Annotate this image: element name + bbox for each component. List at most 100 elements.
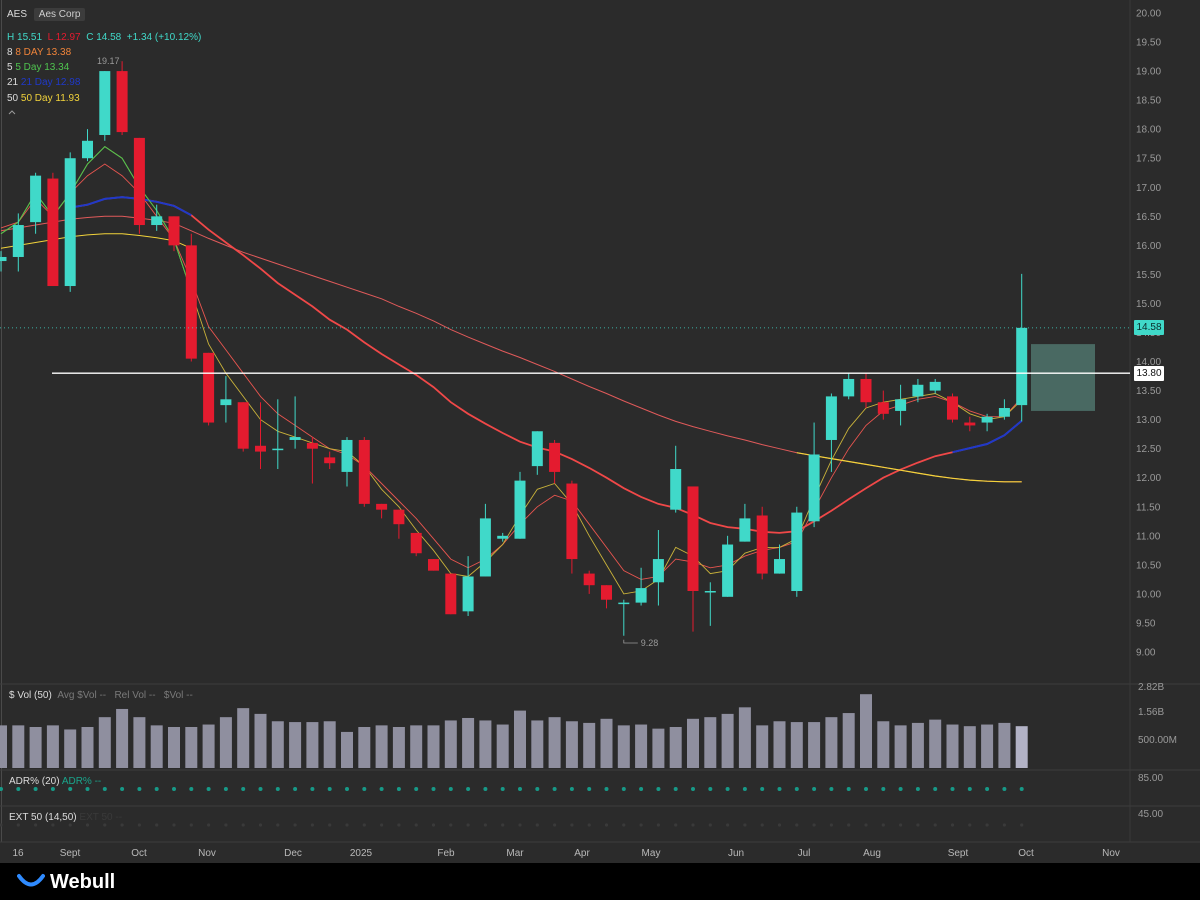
- y-tick-label: 18.50: [1136, 96, 1161, 107]
- ext-dot: [85, 823, 90, 827]
- price-chart[interactable]: 9.00 9.50 10.00 10.50 11.00 11.50 12.00 12.50 13…: [0, 0, 1200, 863]
- volume-panel-legend[interactable]: $ Vol (50) Avg $Vol -- Rel Vol -- $Vol -…: [9, 690, 193, 701]
- adr-dot: [310, 787, 315, 791]
- ext-dot: [328, 823, 332, 827]
- x-tick-label: Nov: [198, 848, 216, 859]
- ext-dot: [812, 823, 816, 827]
- ma8-row[interactable]: 8 8 DAY 13.38: [7, 46, 71, 59]
- candle-body: [981, 416, 993, 423]
- ma21-row[interactable]: 21 21 Day 12.98: [7, 76, 80, 89]
- y-tick-label: 9.50: [1136, 618, 1156, 629]
- y-tick-label: 18.00: [1136, 125, 1161, 136]
- ext-dot: [293, 823, 297, 827]
- ext-dot: [207, 823, 211, 827]
- candle-body: [133, 137, 145, 226]
- ext-dot: [483, 823, 487, 827]
- volume-bar: [790, 722, 803, 768]
- ext-dot: [137, 823, 141, 827]
- candle-body: [12, 225, 24, 257]
- adr-dot: [760, 787, 765, 791]
- candle-body: [549, 442, 561, 472]
- candle-body: [116, 71, 128, 133]
- adr-dot: [327, 787, 332, 791]
- y-tick-label: 17.00: [1136, 183, 1161, 194]
- ext-dot: [34, 823, 38, 827]
- adr-dot: [864, 787, 868, 791]
- ma50-row[interactable]: 50 50 Day 11.93: [7, 92, 80, 105]
- adr-dot: [172, 787, 176, 791]
- ext-dot: [847, 823, 851, 827]
- volume-bar: [548, 717, 561, 768]
- ext-dot: [172, 823, 176, 827]
- candle-body: [964, 422, 976, 426]
- candle-body: [998, 408, 1010, 417]
- ext-dot: [691, 823, 695, 827]
- adr-dot: [154, 787, 159, 791]
- ext-dot: [881, 823, 885, 827]
- target-zone: [1031, 344, 1095, 411]
- volume-bar: [496, 724, 509, 768]
- x-tick-label: Dec: [284, 848, 302, 859]
- adr-dot: [362, 787, 367, 791]
- symbol[interactable]: AES: [7, 9, 28, 20]
- adr-dot: [189, 787, 194, 791]
- ext-dot: [622, 823, 626, 827]
- y-tick-label: 9.00: [1136, 648, 1156, 659]
- adr-dot: [68, 787, 73, 791]
- volume-bar: [306, 722, 319, 768]
- candle-body: [0, 256, 7, 262]
- ext-dot: [362, 823, 366, 827]
- ext-panel-legend[interactable]: EXT 50 (14,50) EXT 50 --: [9, 812, 122, 823]
- symbol-row: AES Aes Corp: [7, 8, 86, 21]
- volume-bar: [185, 727, 198, 768]
- candle-body: [479, 518, 491, 577]
- high-annotation: 19.17: [97, 56, 120, 66]
- volume-bar: [0, 725, 7, 768]
- adr-dot: [587, 787, 592, 791]
- volume-bar: [687, 718, 699, 768]
- volume-panel-title: $ Vol (50): [9, 690, 52, 701]
- candle-body: [808, 454, 820, 522]
- volume-bar: [877, 721, 890, 768]
- adr-panel-title: ADR% (20): [9, 776, 60, 787]
- candle-body: [237, 402, 249, 449]
- ext-dot: [16, 823, 20, 827]
- y-tick-label: 16.50: [1136, 212, 1161, 223]
- volume-scale-low: 500.00M: [1138, 735, 1177, 746]
- volume-bar: [219, 717, 232, 768]
- ma5-key: 5: [7, 62, 13, 73]
- ma5-row[interactable]: 5 5 Day 13.34: [7, 61, 69, 74]
- chevron-up-icon[interactable]: [7, 107, 17, 120]
- ext-dot: [345, 823, 349, 827]
- ext-dot: [899, 823, 903, 827]
- volume-bar: [289, 722, 302, 768]
- adr-dot: [483, 787, 488, 791]
- adr-dot: [206, 787, 211, 791]
- ext-dot: [553, 823, 557, 827]
- adr-dot: [414, 787, 419, 791]
- adr-dot: [241, 787, 246, 791]
- adr-dot: [898, 787, 903, 791]
- y-tick-label: 11.00: [1136, 531, 1161, 542]
- adr-dot: [881, 787, 886, 791]
- candle-body: [843, 378, 855, 397]
- y-tick-label: 13.00: [1136, 415, 1161, 426]
- candle-body: [791, 512, 803, 592]
- y-tick-label: 12.00: [1136, 473, 1161, 484]
- candle-body: [774, 559, 785, 574]
- volume-bar: [64, 729, 77, 768]
- adr-dot: [846, 787, 851, 791]
- volume-bar: [462, 717, 475, 768]
- volume-bar: [116, 708, 129, 768]
- adr-panel-legend[interactable]: ADR% (20) ADR% --: [9, 776, 101, 787]
- x-axis: 16 Sept Oct Nov Dec 2025 Feb Mar Apr May Jun Jul Aug…: [12, 848, 1119, 859]
- volume-bar: [427, 725, 440, 768]
- volume-bar: [842, 713, 855, 768]
- candle-body: [168, 216, 180, 246]
- candle-body: [272, 448, 284, 451]
- candle-body: [756, 515, 768, 574]
- adr-dot: [656, 787, 661, 791]
- volume-bar: [444, 720, 457, 768]
- volume-bar: [133, 717, 146, 768]
- adr-dot: [777, 787, 782, 791]
